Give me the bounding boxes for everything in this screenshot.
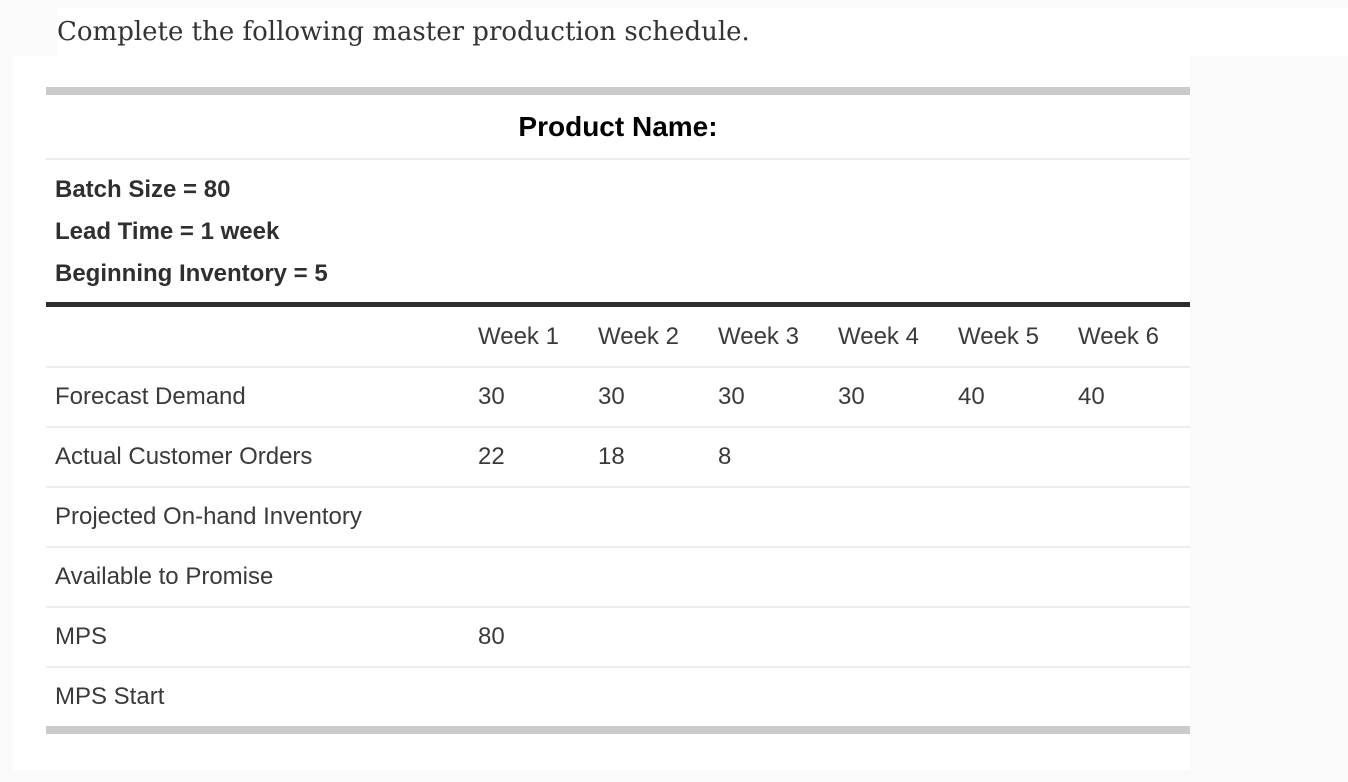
cell-week-2: 30: [598, 383, 625, 410]
cell-week-1: 22: [478, 443, 505, 470]
cell-week-6: [1070, 428, 1190, 486]
cell-week-1: 80: [478, 623, 505, 650]
header-week-2: Week 2: [598, 323, 679, 350]
row-label: Forecast Demand: [55, 383, 246, 410]
cell-week-2: 18: [598, 443, 625, 470]
cell-week-3: [710, 488, 830, 546]
cell-week-5: [950, 488, 1070, 546]
mps-table: Product Name: Batch Size = 80 Lead Time …: [46, 87, 1190, 734]
cell-week-2: [590, 608, 710, 666]
cell-week-4: 30: [838, 383, 865, 410]
cell-week-5: [950, 548, 1070, 606]
row-label: MPS Start: [55, 683, 165, 710]
cell-week-6: 40: [1078, 383, 1105, 410]
week-header-row: Week 1 Week 2 Week 3 Week 4 Week 5 Week …: [46, 307, 1190, 366]
cell-week-3: 8: [718, 443, 732, 470]
cell-week-4: [830, 608, 950, 666]
cell-week-4: [830, 488, 950, 546]
header-week-5: Week 5: [958, 323, 1039, 350]
cell-week-1: [470, 668, 590, 726]
table-info-section: Batch Size = 80 Lead Time = 1 week Begin…: [46, 160, 1190, 307]
cell-week-3: [710, 548, 830, 606]
cell-week-5: [950, 428, 1070, 486]
table-top-bar: [46, 87, 1190, 95]
question-panel: Product Name: Batch Size = 80 Lead Time …: [13, 56, 1190, 770]
cell-week-6: [1070, 548, 1190, 606]
table-row-forecast-demand: Forecast Demand 30 30 30 30 40 40: [46, 366, 1190, 426]
table-row-mps: MPS 80: [46, 606, 1190, 666]
header-week-1: Week 1: [478, 323, 559, 350]
beginning-inventory-line: Beginning Inventory = 5: [55, 260, 328, 287]
product-name-title: Product Name:: [46, 95, 1190, 160]
header-label-spacer: [46, 307, 470, 366]
row-label: Actual Customer Orders: [55, 443, 313, 470]
cell-week-6: [1070, 488, 1190, 546]
row-label: Projected On-hand Inventory: [55, 503, 362, 530]
question-text: Complete the following master production…: [57, 8, 1348, 56]
cell-week-4: [830, 548, 950, 606]
header-week-3: Week 3: [718, 323, 799, 350]
cell-week-5: 40: [958, 383, 985, 410]
cell-week-3: 30: [718, 383, 745, 410]
cell-week-3: [710, 608, 830, 666]
cell-week-1: [470, 488, 590, 546]
cell-week-4: [830, 428, 950, 486]
table-row-projected-on-hand-inventory: Projected On-hand Inventory: [46, 486, 1190, 546]
row-label: MPS: [55, 623, 108, 650]
batch-size-line: Batch Size = 80: [55, 176, 231, 203]
lead-time-line: Lead Time = 1 week: [55, 218, 280, 245]
row-label: Available to Promise: [55, 563, 274, 590]
cell-week-5: [950, 608, 1070, 666]
header-week-6: Week 6: [1078, 323, 1159, 350]
table-row-actual-customer-orders: Actual Customer Orders 22 18 8: [46, 426, 1190, 486]
cell-week-4: [830, 668, 950, 726]
cell-week-6: [1070, 668, 1190, 726]
cell-week-6: [1070, 608, 1190, 666]
cell-week-5: [950, 668, 1070, 726]
cell-week-2: [590, 548, 710, 606]
header-week-4: Week 4: [838, 323, 919, 350]
cell-week-1: 30: [478, 383, 505, 410]
table-row-available-to-promise: Available to Promise: [46, 546, 1190, 606]
table-row-mps-start: MPS Start: [46, 666, 1190, 726]
cell-week-3: [710, 668, 830, 726]
cell-week-2: [590, 488, 710, 546]
cell-week-2: [590, 668, 710, 726]
cell-week-1: [470, 548, 590, 606]
table-bottom-bar: [46, 726, 1190, 734]
